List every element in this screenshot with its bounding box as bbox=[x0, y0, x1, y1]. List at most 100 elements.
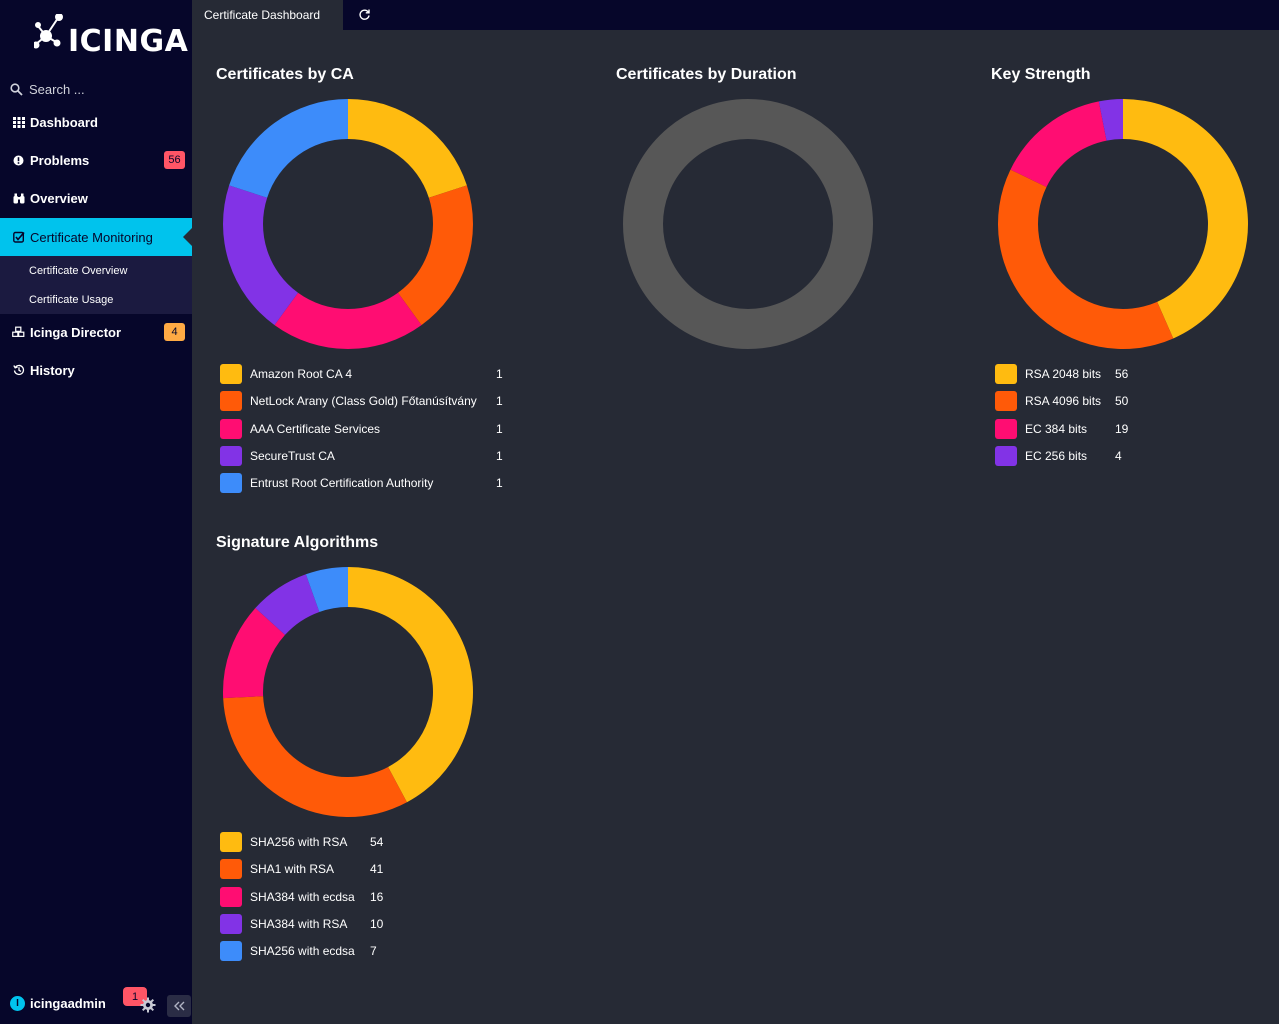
legend-swatch bbox=[220, 859, 242, 880]
sidebar-item-history[interactable]: History bbox=[0, 351, 192, 389]
problems-count-badge[interactable]: 56 bbox=[164, 151, 185, 169]
legend-swatch bbox=[995, 364, 1017, 384]
submenu-item-certificate-overview[interactable]: Certificate Overview bbox=[29, 265, 128, 277]
legend-item-sha256-with-ecdsa[interactable]: SHA256 with ecdsa 7 bbox=[220, 941, 400, 962]
sidebar-item-problems[interactable]: Problems 56 bbox=[0, 141, 192, 179]
legend-value: 50 bbox=[1115, 394, 1129, 409]
legend-value: 1 bbox=[496, 476, 503, 491]
sidebar-item-label: Icinga Director bbox=[30, 324, 122, 340]
donut-slice-ec-256-bits[interactable] bbox=[1098, 99, 1123, 141]
legend-label: SHA256 with ecdsa bbox=[250, 944, 355, 959]
legend-label: SHA1 with RSA bbox=[250, 862, 335, 877]
legend-label: SHA384 with ecdsa bbox=[250, 889, 355, 904]
check-square-icon bbox=[12, 231, 25, 244]
sidebar-item-icinga-director[interactable]: Icinga Director 4 bbox=[0, 313, 192, 351]
legend-item-ec-384-bits[interactable]: EC 384 bits 19 bbox=[995, 418, 1145, 439]
legend-value: 1 bbox=[496, 367, 503, 381]
legend-label: SHA256 with RSA bbox=[250, 835, 348, 849]
donut-slice-sha256-with-ecdsa[interactable] bbox=[305, 567, 348, 612]
icinga-logo-icon[interactable] bbox=[34, 14, 164, 60]
donut-slice-securetrust-ca[interactable] bbox=[223, 185, 299, 326]
legend-label: Entrust Root Certification Authority bbox=[250, 476, 434, 491]
history-icon bbox=[12, 364, 25, 377]
donut-slice-sha1-with-rsa[interactable] bbox=[223, 696, 407, 817]
legend-item-entrust-root-certification-authority[interactable]: Entrust Root Certification Authority 1 bbox=[220, 473, 526, 494]
legend-swatch bbox=[220, 364, 242, 384]
donut-slice-aaa-certificate-services[interactable] bbox=[274, 292, 422, 349]
avatar: I bbox=[10, 996, 25, 1011]
legend-swatch bbox=[220, 941, 242, 962]
donut-slice-ec-384-bits[interactable] bbox=[1010, 101, 1107, 187]
legend-key-strength: RSA 2048 bits 56 RSA 4096 bits 50 EC 384 bit… bbox=[995, 364, 1195, 474]
sidebar-item-dashboard[interactable]: Dashboard bbox=[0, 103, 192, 141]
legend-swatch bbox=[995, 445, 1017, 466]
legend-item-rsa-4096-bits[interactable]: RSA 4096 bits 50 bbox=[995, 391, 1145, 412]
legend-label: Amazon Root CA 4 bbox=[250, 367, 353, 381]
legend-value: 4 bbox=[1115, 448, 1122, 463]
search-box[interactable] bbox=[10, 78, 182, 100]
donut-empty-ring bbox=[623, 99, 873, 349]
donut-slice-sha384-with-rsa[interactable] bbox=[255, 574, 320, 635]
donut-slice-amazon-root-ca-4[interactable] bbox=[348, 99, 467, 198]
legend-value: 54 bbox=[370, 835, 384, 849]
legend-item-sha256-with-rsa[interactable]: SHA256 with RSA 54 bbox=[220, 832, 400, 852]
legend-label: NetLock Arany (Class Gold) Főtanúsítvány bbox=[250, 394, 477, 409]
user-menu[interactable]: I icingaadmin bbox=[10, 996, 106, 1011]
legend-label: SecureTrust CA bbox=[250, 448, 335, 463]
donut-slice-netlock-arany-class-gold-f-tan-s-tv-ny[interactable] bbox=[397, 185, 473, 326]
legend-swatch bbox=[220, 418, 242, 439]
sidebar-item-label: Overview bbox=[30, 190, 88, 206]
submenu: Certificate Overview Certificate Usage bbox=[0, 256, 192, 314]
sidebar-item-certificate-monitoring[interactable]: Certificate Monitoring bbox=[0, 218, 192, 256]
search-input[interactable] bbox=[29, 81, 179, 97]
sidebar-item-label: History bbox=[30, 362, 75, 378]
legend-swatch bbox=[220, 832, 242, 852]
legend-label: RSA 4096 bits bbox=[1025, 394, 1102, 409]
legend-item-netlock-arany-class-gold-f-tan-s-tv-ny[interactable]: NetLock Arany (Class Gold) Főtanúsítvány… bbox=[220, 391, 526, 412]
legend-item-sha384-with-ecdsa[interactable]: SHA384 with ecdsa 16 bbox=[220, 886, 400, 907]
donut-slice-entrust-root-certification-authority[interactable] bbox=[229, 99, 348, 198]
legend-item-amazon-root-ca-4[interactable]: Amazon Root CA 4 1 bbox=[220, 364, 526, 384]
exclamation-circle-icon bbox=[12, 154, 25, 167]
legend-swatch bbox=[220, 473, 242, 494]
legend-value: 16 bbox=[370, 889, 384, 904]
legend-certificates-by-ca: Amazon Root CA 4 1 NetLock Arany (Class Go… bbox=[220, 364, 520, 504]
submenu-item-certificate-usage[interactable]: Certificate Usage bbox=[29, 294, 114, 306]
donut-chart-certificates-by-duration bbox=[623, 99, 873, 349]
legend-item-ec-256-bits[interactable]: EC 256 bits 4 bbox=[995, 445, 1145, 466]
legend-item-rsa-2048-bits[interactable]: RSA 2048 bits 56 bbox=[995, 364, 1145, 384]
refresh-icon[interactable] bbox=[358, 8, 371, 21]
dashboard-grid-icon bbox=[12, 116, 25, 129]
username: icingaadmin bbox=[30, 996, 106, 1011]
legend-swatch bbox=[220, 445, 242, 466]
donut-slice-rsa-2048-bits[interactable] bbox=[1123, 99, 1248, 339]
gear-icon[interactable] bbox=[140, 997, 156, 1013]
cubes-icon bbox=[12, 326, 25, 339]
sidebar: ICINGA Dashboard Problems 56 bbox=[0, 0, 192, 1024]
donut-chart-certificates-by-ca bbox=[223, 99, 473, 349]
tab-certificate-dashboard[interactable]: Certificate Dashboard bbox=[192, 0, 343, 30]
notification-badge[interactable]: 1 bbox=[123, 987, 147, 1006]
legend-item-securetrust-ca[interactable]: SecureTrust CA 1 bbox=[220, 445, 526, 466]
logo-text: ICINGA bbox=[68, 24, 189, 59]
donut-chart-key-strength bbox=[998, 99, 1248, 349]
collapse-sidebar-button[interactable] bbox=[167, 995, 191, 1017]
legend-label: RSA 2048 bits bbox=[1025, 367, 1102, 381]
legend-item-sha1-with-rsa[interactable]: SHA1 with RSA 41 bbox=[220, 859, 400, 880]
donut-slice-rsa-4096-bits[interactable] bbox=[998, 169, 1174, 349]
sidebar-item-overview[interactable]: Overview bbox=[0, 179, 192, 217]
legend-label: SHA384 with RSA bbox=[250, 916, 348, 931]
legend-value: 1 bbox=[496, 394, 503, 409]
legend-swatch bbox=[995, 391, 1017, 412]
legend-value: 56 bbox=[1115, 367, 1129, 381]
legend-value: 10 bbox=[370, 916, 384, 931]
legend-swatch bbox=[995, 418, 1017, 439]
donut-slice-sha384-with-ecdsa[interactable] bbox=[223, 608, 286, 699]
legend-swatch bbox=[220, 886, 242, 907]
legend-item-aaa-certificate-services[interactable]: AAA Certificate Services 1 bbox=[220, 418, 526, 439]
donut-slice-sha256-with-rsa[interactable] bbox=[348, 567, 473, 803]
legend-value: 19 bbox=[1115, 421, 1129, 436]
legend-item-sha384-with-rsa[interactable]: SHA384 with RSA 10 bbox=[220, 913, 400, 934]
director-count-badge[interactable]: 4 bbox=[164, 323, 185, 341]
double-chevron-left-icon bbox=[174, 1001, 185, 1011]
